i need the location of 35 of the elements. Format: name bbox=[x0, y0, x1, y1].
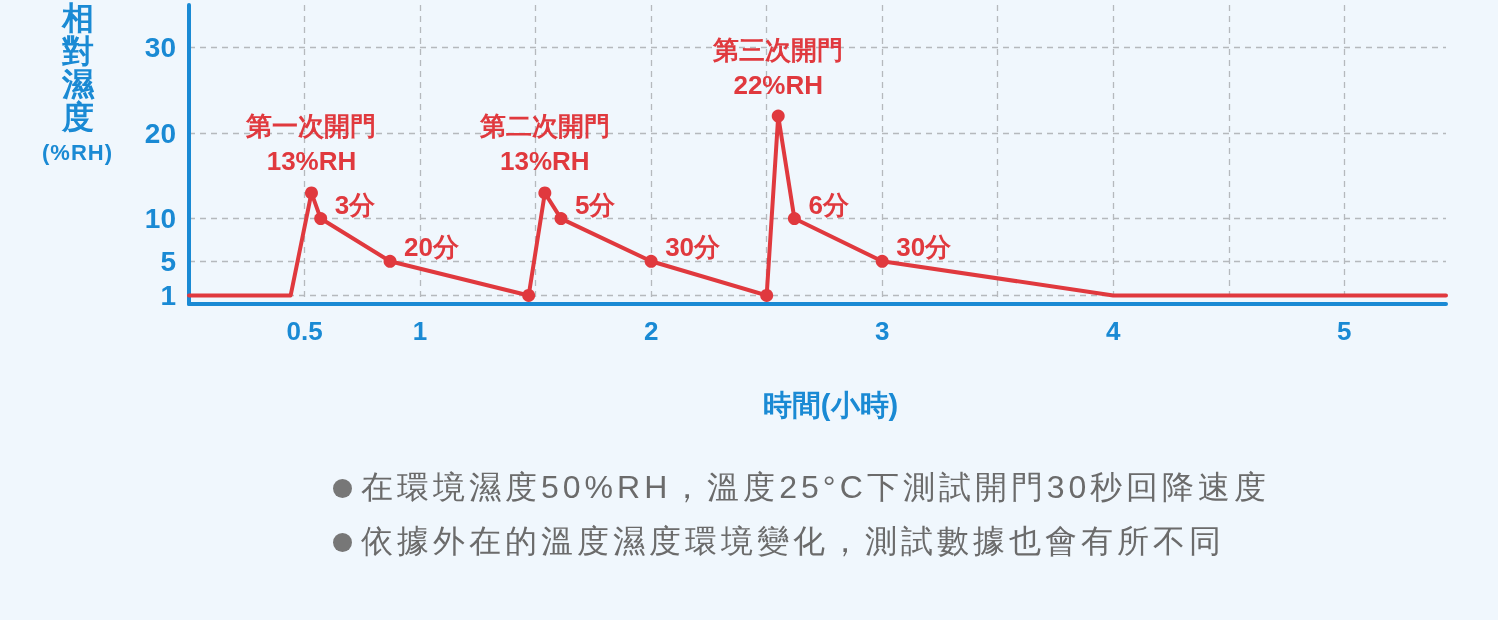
point bbox=[787, 212, 801, 226]
text: 依據外在的溫度濕度環境變化，測試數據也會有所不同 bbox=[361, 522, 1225, 561]
point bbox=[522, 288, 536, 302]
annotation: 30分 bbox=[896, 232, 953, 263]
y-tick-label: 5 bbox=[160, 245, 176, 277]
annotation: 3分 bbox=[334, 189, 377, 220]
y-tick-label: 30 bbox=[144, 32, 176, 64]
y-axis-title: 相對濕度 (%RH) bbox=[41, 0, 114, 167]
point bbox=[383, 254, 397, 268]
annotation: 第二次開門 13%RH bbox=[478, 111, 610, 177]
x-axis-title: 時間(小時) bbox=[762, 388, 899, 421]
y-tick-label: 1 bbox=[160, 279, 176, 311]
y-tick-label: 10 bbox=[144, 203, 176, 235]
point bbox=[771, 109, 785, 123]
x-tick-label: 3 bbox=[874, 316, 890, 346]
annotation: 5分 bbox=[575, 189, 617, 220]
annotation: 30分 bbox=[665, 232, 722, 263]
annotation: 20分 bbox=[404, 232, 460, 263]
point bbox=[554, 212, 568, 226]
point bbox=[304, 186, 318, 200]
annotation: 第一次開門 13%RH bbox=[245, 111, 377, 177]
text: 在環境濕度50%RH，溫度25°C下測試開門30秒回降速度 bbox=[361, 468, 1271, 507]
point bbox=[314, 212, 328, 226]
x-tick-label: 2 bbox=[643, 316, 659, 346]
annotation: 第三次開門 22%RH bbox=[712, 34, 844, 100]
point bbox=[875, 254, 889, 268]
point bbox=[760, 288, 774, 302]
point bbox=[538, 186, 552, 200]
x-tick-label: 1 bbox=[412, 316, 428, 346]
x-tick-label: 4 bbox=[1106, 316, 1122, 346]
point bbox=[644, 254, 658, 268]
x-tick-label: 0.5 bbox=[286, 316, 323, 346]
annotation: 6分 bbox=[808, 189, 850, 220]
y-tick-label: 20 bbox=[144, 117, 176, 149]
x-tick-label: 5 bbox=[1337, 316, 1352, 346]
